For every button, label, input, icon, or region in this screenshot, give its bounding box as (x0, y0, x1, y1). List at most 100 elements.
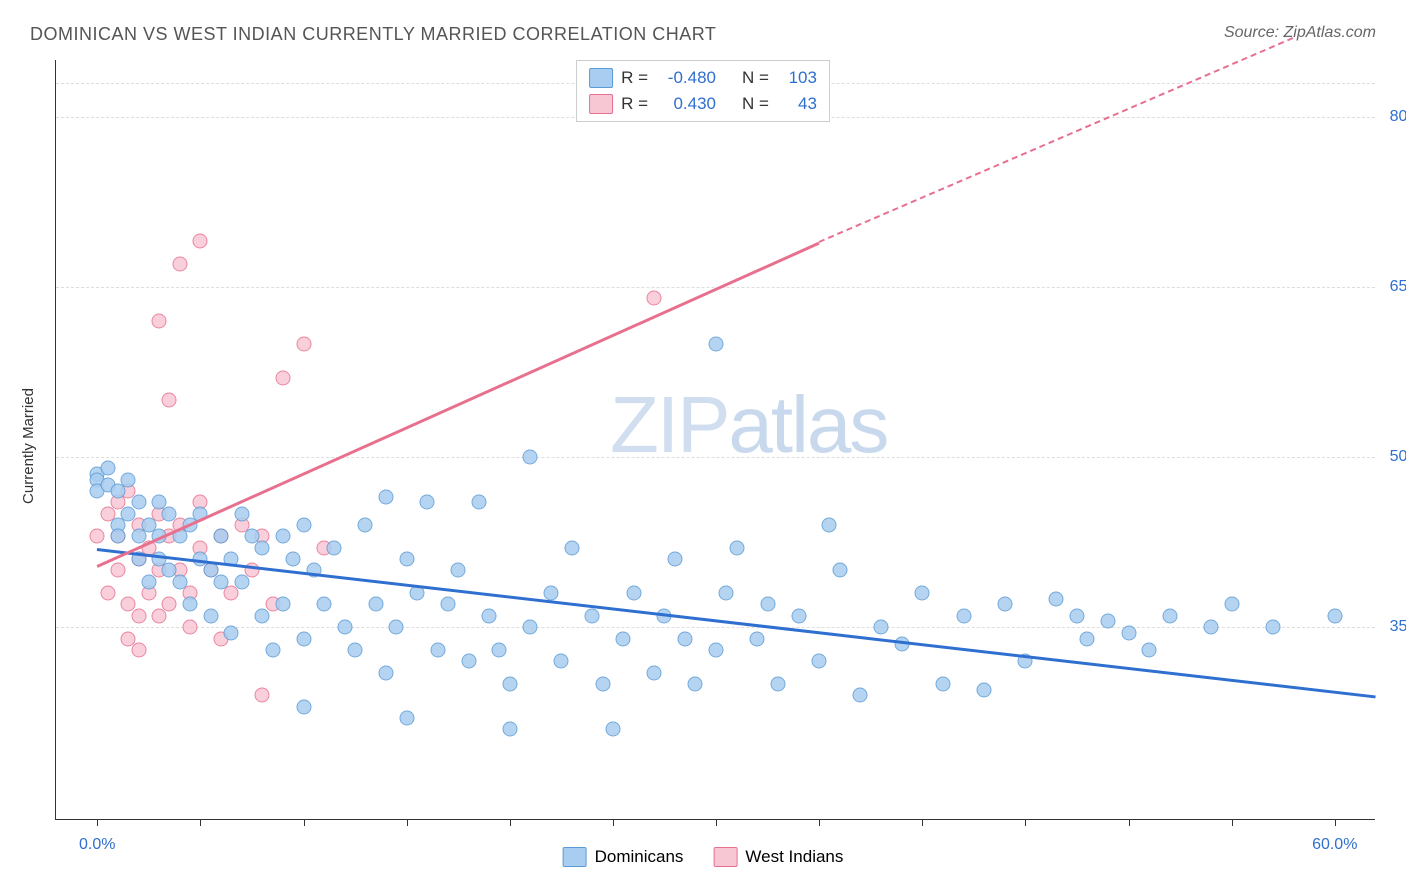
data-point (430, 642, 445, 657)
data-point (152, 313, 167, 328)
data-point (275, 529, 290, 544)
data-point (1142, 642, 1157, 657)
data-point (719, 586, 734, 601)
data-point (183, 620, 198, 635)
data-point (172, 257, 187, 272)
data-point (595, 676, 610, 691)
data-point (131, 608, 146, 623)
x-tick-label: 0.0% (79, 836, 115, 854)
data-point (502, 722, 517, 737)
x-tick (1025, 819, 1026, 826)
x-tick (613, 819, 614, 826)
x-tick (200, 819, 201, 826)
legend-label-westindians: West Indians (745, 847, 843, 867)
data-point (131, 642, 146, 657)
data-point (1204, 620, 1219, 635)
data-point (729, 540, 744, 555)
chart-container: DOMINICAN VS WEST INDIAN CURRENTLY MARRI… (0, 0, 1406, 892)
data-point (90, 529, 105, 544)
data-point (956, 608, 971, 623)
data-point (1069, 608, 1084, 623)
data-point (131, 495, 146, 510)
data-point (389, 620, 404, 635)
swatch-dominicans (589, 68, 613, 88)
data-point (1100, 614, 1115, 629)
data-point (770, 676, 785, 691)
r-label: R = (621, 68, 648, 88)
data-point (162, 597, 177, 612)
r-label: R = (621, 94, 648, 114)
data-point (667, 552, 682, 567)
series-legend: Dominicans West Indians (563, 847, 844, 867)
data-point (296, 518, 311, 533)
data-point (100, 586, 115, 601)
data-point (1327, 608, 1342, 623)
data-point (368, 597, 383, 612)
y-axis-label: Currently Married (20, 388, 37, 504)
y-tick-label: 80.0% (1390, 108, 1406, 126)
data-point (544, 586, 559, 601)
data-point (554, 654, 569, 669)
data-point (832, 563, 847, 578)
data-point (678, 631, 693, 646)
legend-row-dominicans: R = -0.480 N = 103 (589, 65, 817, 91)
data-point (337, 620, 352, 635)
data-point (894, 637, 909, 652)
data-point (1121, 625, 1136, 640)
data-point (812, 654, 827, 669)
n-label: N = (742, 68, 769, 88)
data-point (275, 597, 290, 612)
data-point (379, 489, 394, 504)
data-point (853, 688, 868, 703)
data-point (492, 642, 507, 657)
data-point (647, 665, 662, 680)
x-tick (304, 819, 305, 826)
data-point (709, 642, 724, 657)
data-point (1162, 608, 1177, 623)
x-tick (716, 819, 717, 826)
data-point (286, 552, 301, 567)
plot-area: ZIPatlas 35.0%50.0%65.0%80.0%0.0%60.0% (55, 60, 1375, 820)
data-point (255, 540, 270, 555)
data-point (482, 608, 497, 623)
data-point (141, 574, 156, 589)
data-point (471, 495, 486, 510)
data-point (935, 676, 950, 691)
data-point (399, 552, 414, 567)
data-point (440, 597, 455, 612)
grid-line (56, 457, 1375, 458)
y-tick-label: 50.0% (1390, 448, 1406, 466)
x-tick (1129, 819, 1130, 826)
data-point (1080, 631, 1095, 646)
data-point (915, 586, 930, 601)
swatch-westindians (713, 847, 737, 867)
trend-line (97, 242, 820, 568)
data-point (348, 642, 363, 657)
r-value-dominicans: -0.480 (656, 68, 716, 88)
data-point (605, 722, 620, 737)
x-tick (922, 819, 923, 826)
data-point (523, 620, 538, 635)
data-point (523, 450, 538, 465)
data-point (193, 234, 208, 249)
data-point (296, 631, 311, 646)
source-attribution: Source: ZipAtlas.com (1224, 24, 1376, 42)
data-point (162, 506, 177, 521)
data-point (997, 597, 1012, 612)
data-point (626, 586, 641, 601)
data-point (760, 597, 775, 612)
data-point (688, 676, 703, 691)
data-point (100, 461, 115, 476)
data-point (214, 574, 229, 589)
data-point (616, 631, 631, 646)
data-point (296, 336, 311, 351)
y-tick-label: 35.0% (1390, 618, 1406, 636)
data-point (420, 495, 435, 510)
data-point (709, 336, 724, 351)
n-value-westindians: 43 (777, 94, 817, 114)
data-point (255, 608, 270, 623)
data-point (358, 518, 373, 533)
data-point (564, 540, 579, 555)
watermark-zip: ZIP (610, 380, 728, 469)
data-point (317, 597, 332, 612)
